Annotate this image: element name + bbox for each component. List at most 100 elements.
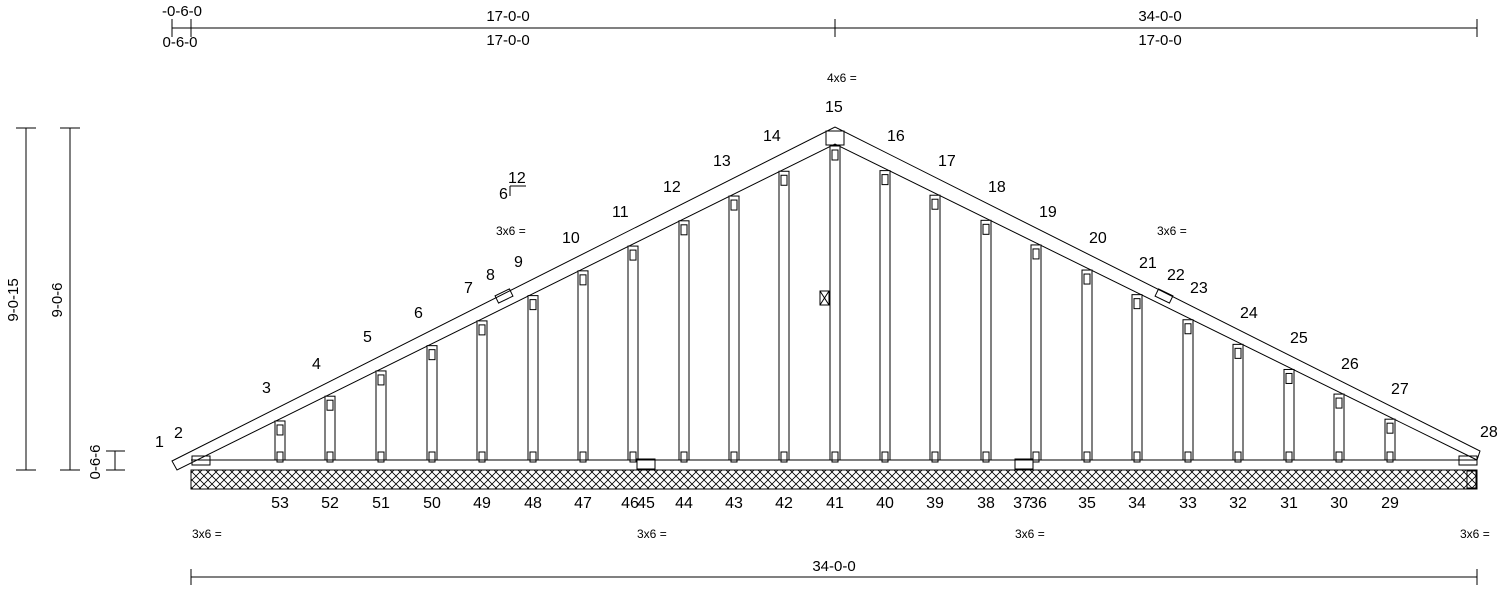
bottom-node-label: 49	[473, 495, 491, 512]
span2-dim-bottom: 17-0-0	[1138, 32, 1181, 49]
span1-dim-top: 17-0-0	[486, 8, 529, 25]
vertical-web	[324, 395, 336, 461]
vertical-web	[728, 195, 740, 461]
vertical-web	[426, 345, 438, 461]
web-plate	[1032, 248, 1040, 260]
top-dimensions: -0-6-0 0-6-0 17-0-0 17-0-0 34-0-0 17-0-0	[162, 3, 1478, 51]
bottom-node-label: 38	[977, 495, 995, 512]
top-node-label: 6	[414, 305, 423, 322]
web-plate	[1386, 451, 1394, 463]
top-node-label: 26	[1341, 356, 1359, 373]
vertical-web	[879, 170, 891, 461]
peak-plate-label: 4x6 =	[827, 71, 857, 85]
bottom-node-label: 40	[876, 495, 894, 512]
web-plate	[831, 451, 839, 463]
top-node-label: 27	[1391, 381, 1409, 398]
vdim-overall-label: 9-0-15	[5, 278, 22, 321]
web-plate	[680, 451, 688, 463]
vertical-web	[527, 295, 539, 461]
bottom-node-label: 44	[675, 495, 693, 512]
bottom-node-label: 53	[271, 495, 289, 512]
span1-dim-bottom: 17-0-0	[486, 32, 529, 49]
web-plate	[377, 374, 385, 386]
top-node-label: 16	[887, 128, 905, 145]
bottom-node-label: 37	[1013, 495, 1031, 512]
vertical-web	[1333, 393, 1345, 461]
top-node-label: 4	[312, 356, 321, 373]
splice-plate-2	[1014, 458, 1034, 470]
web-plate	[931, 451, 939, 463]
bottom-node-label: 30	[1330, 495, 1348, 512]
vertical-web	[1232, 343, 1244, 461]
web-plate	[478, 324, 486, 336]
web-plate	[1234, 451, 1242, 463]
web-plate	[326, 451, 334, 463]
vertical-web	[678, 220, 690, 461]
web-plate	[1386, 422, 1394, 434]
top-node-label: 9	[514, 254, 523, 271]
vertical-web	[577, 270, 589, 461]
top-node-label: 5	[363, 329, 372, 346]
web-plate	[780, 174, 788, 186]
bottom-node-label: 29	[1381, 495, 1399, 512]
web-plate	[529, 299, 537, 311]
web-plate	[730, 451, 738, 463]
web-plate	[1184, 323, 1192, 335]
vertical-web	[476, 320, 488, 461]
bottom-node-label: 50	[423, 495, 441, 512]
web-plate	[629, 249, 637, 261]
left-chord-plate-label: 3x6 =	[496, 224, 526, 238]
web-plate	[680, 224, 688, 236]
bottom-node-label: 41	[826, 495, 844, 512]
top-node-label: 24	[1240, 305, 1258, 322]
web-plate	[579, 274, 587, 286]
bottom-mid2-plate-label: 3x6 =	[1015, 527, 1045, 541]
top-node-label: 23	[1190, 280, 1208, 297]
bottom-node-label: 52	[321, 495, 339, 512]
vertical-web	[375, 370, 387, 461]
top-node-label: 17	[938, 153, 956, 170]
bottom-node-label: 51	[372, 495, 390, 512]
web-plate	[276, 451, 284, 463]
top-node-label: 13	[713, 153, 731, 170]
bottom-node-label: 47	[574, 495, 592, 512]
web-plate	[1234, 347, 1242, 359]
top-node-label: 15	[825, 99, 843, 116]
web-plate	[1285, 372, 1293, 384]
end-block-right	[1466, 470, 1477, 489]
web-plate	[1285, 451, 1293, 463]
vertical-web	[1182, 319, 1194, 461]
top-node-label: 12	[663, 179, 681, 196]
bottom-node-label: 31	[1280, 495, 1298, 512]
brace-symbol-line	[819, 290, 830, 306]
top-node-label: 19	[1039, 204, 1057, 221]
web-plate	[881, 174, 889, 186]
top-node-labels: 1234567891011121314151617181920212223242…	[155, 99, 1498, 451]
splice-plate-1	[636, 458, 656, 470]
vertical-web	[627, 245, 639, 461]
vertical-web	[980, 219, 992, 461]
vertical-web	[829, 145, 841, 461]
top-node-label: 28	[1480, 424, 1498, 441]
web-plate	[982, 451, 990, 463]
heel-plate-left	[191, 455, 211, 466]
top-node-label: 7	[464, 280, 473, 297]
plate-labels: 4x6 = 3x6 = 3x6 = 3x6 = 3x6 = 3x6 = 3x6 …	[192, 71, 1490, 541]
web-plate	[326, 399, 334, 411]
bottom-node-label: 33	[1179, 495, 1197, 512]
web-plate	[982, 223, 990, 235]
vertical-web	[929, 194, 941, 461]
web-plate	[478, 451, 486, 463]
web-plate	[1184, 451, 1192, 463]
web-plate	[1335, 397, 1343, 409]
bottom-node-label: 32	[1229, 495, 1247, 512]
top-node-label: 11	[612, 204, 629, 221]
pitch-rise: 6	[499, 186, 508, 203]
vertical-web	[1384, 418, 1396, 461]
bottom-node-label: 34	[1128, 495, 1146, 512]
right-chord-plate-label: 3x6 =	[1157, 224, 1187, 238]
web-plate	[529, 451, 537, 463]
bottom-node-label: 42	[775, 495, 793, 512]
